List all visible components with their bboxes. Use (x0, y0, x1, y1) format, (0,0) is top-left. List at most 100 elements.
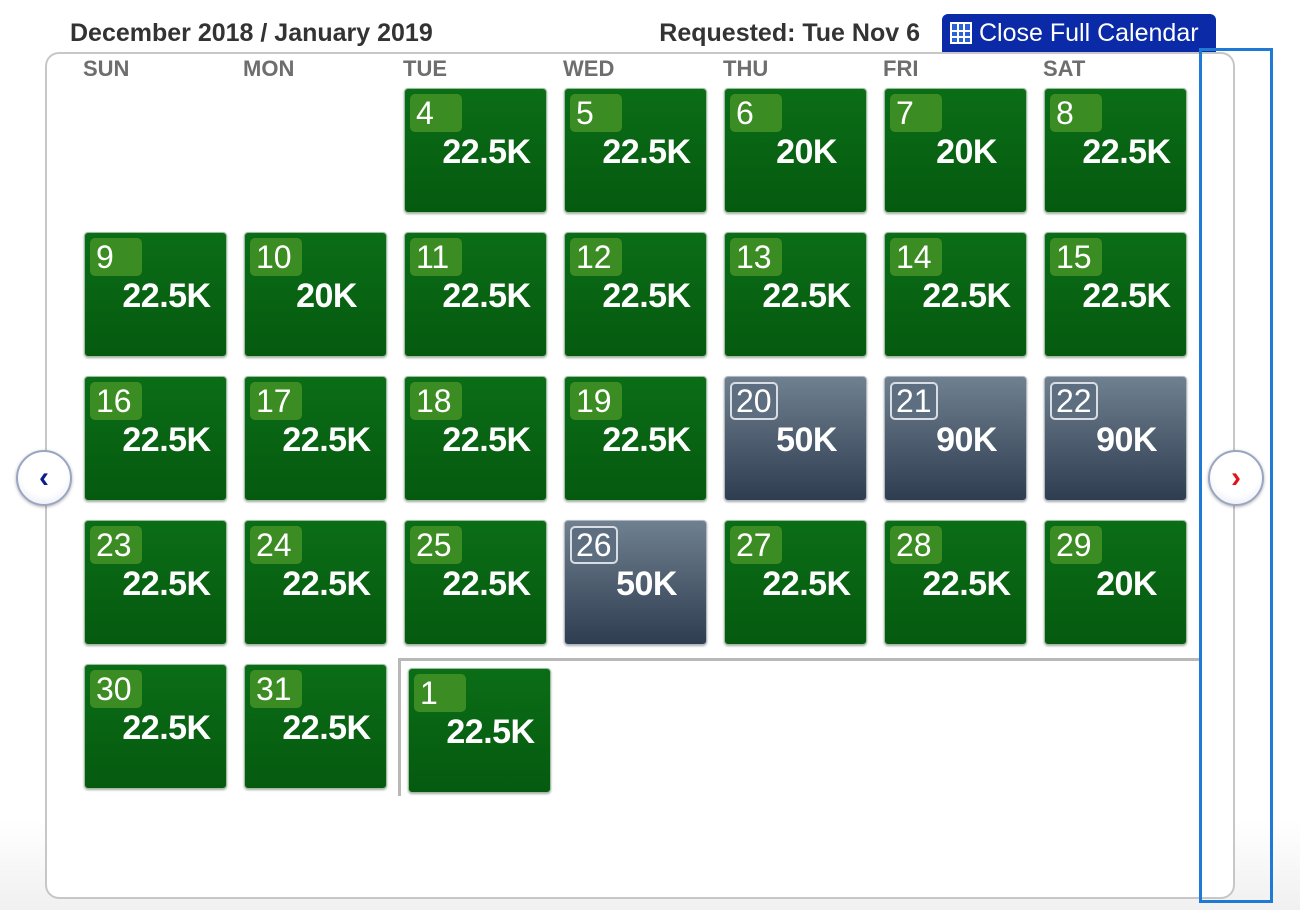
day-price: 22.5K (1082, 277, 1171, 315)
day-cell[interactable]: 24 22.5K (244, 520, 387, 645)
day-cell[interactable]: 25 22.5K (404, 520, 547, 645)
day-cell[interactable]: 8 22.5K (1044, 88, 1187, 213)
day-number: 10 (250, 238, 302, 276)
weekday-tue: TUE (403, 56, 447, 81)
day-number: 28 (890, 526, 942, 564)
day-price: 90K (936, 421, 997, 459)
day-number: 4 (410, 94, 462, 132)
day-cell[interactable]: 23 22.5K (84, 520, 227, 645)
day-number: 18 (410, 382, 462, 420)
day-cell[interactable]: 5 22.5K (564, 88, 707, 213)
previous-month-button[interactable]: ‹ (16, 450, 72, 506)
day-cell[interactable]: 27 22.5K (724, 520, 867, 645)
day-price: 20K (776, 133, 837, 171)
day-number: 14 (890, 238, 942, 276)
day-price: 22.5K (442, 565, 531, 603)
selection-highlight (1199, 48, 1273, 903)
day-number: 11 (410, 238, 462, 276)
day-cell[interactable]: 20 50K (724, 376, 867, 501)
day-price: 22.5K (442, 133, 531, 171)
day-price: 50K (776, 421, 837, 459)
day-cell[interactable]: 17 22.5K (244, 376, 387, 501)
day-price: 22.5K (122, 709, 211, 747)
day-cell[interactable]: 6 20K (724, 88, 867, 213)
day-number: 7 (890, 94, 942, 132)
next-month-button[interactable]: › (1208, 450, 1264, 506)
day-cell[interactable]: 28 22.5K (884, 520, 1027, 645)
day-cell[interactable]: 9 22.5K (84, 232, 227, 357)
day-number: 17 (250, 382, 302, 420)
close-full-calendar-button[interactable]: Close Full Calendar (942, 14, 1216, 52)
day-price: 22.5K (442, 277, 531, 315)
day-price: 90K (1096, 421, 1157, 459)
calendar-grid-icon (950, 22, 972, 44)
day-price: 22.5K (602, 277, 691, 315)
day-cell[interactable]: 12 22.5K (564, 232, 707, 357)
day-price: 22.5K (762, 277, 851, 315)
day-cell[interactable]: 31 22.5K (244, 664, 387, 789)
requested-date: Requested: Tue Nov 6 (659, 19, 920, 47)
day-price: 22.5K (282, 421, 371, 459)
weekday-mon: MON (243, 56, 295, 81)
month-divider (398, 658, 1200, 661)
day-price: 22.5K (602, 133, 691, 171)
day-number: 30 (90, 670, 142, 708)
day-number: 6 (730, 94, 782, 132)
weekday-wed: WED (563, 56, 615, 81)
day-cell[interactable]: 26 50K (564, 520, 707, 645)
day-price: 22.5K (1082, 133, 1171, 171)
day-number: 1 (414, 674, 466, 712)
day-price: 22.5K (922, 277, 1011, 315)
day-price: 22.5K (762, 565, 851, 603)
day-price: 22.5K (122, 421, 211, 459)
day-price: 20K (296, 277, 357, 315)
day-price: 22.5K (922, 565, 1011, 603)
day-number: 12 (570, 238, 622, 276)
day-price: 22.5K (602, 421, 691, 459)
day-cell[interactable]: 13 22.5K (724, 232, 867, 357)
day-cell[interactable]: 21 90K (884, 376, 1027, 501)
day-price: 22.5K (122, 277, 211, 315)
day-cell[interactable]: 16 22.5K (84, 376, 227, 501)
day-number: 27 (730, 526, 782, 564)
day-cell[interactable]: 1 22.5K (408, 668, 551, 793)
day-cell[interactable]: 4 22.5K (404, 88, 547, 213)
day-number: 22 (1050, 382, 1098, 420)
day-cell[interactable]: 18 22.5K (404, 376, 547, 501)
day-cell[interactable]: 29 20K (1044, 520, 1187, 645)
day-number: 21 (890, 382, 938, 420)
day-price: 22.5K (122, 565, 211, 603)
month-title: December 2018 / January 2019 (70, 19, 433, 47)
day-number: 13 (730, 238, 782, 276)
day-number: 15 (1050, 238, 1102, 276)
day-cell[interactable]: 19 22.5K (564, 376, 707, 501)
day-number: 20 (730, 382, 778, 420)
weekday-sun: SUN (83, 56, 130, 81)
day-cell[interactable]: 11 22.5K (404, 232, 547, 357)
weekday-sat: SAT (1043, 56, 1086, 81)
chevron-left-icon: ‹ (39, 461, 49, 494)
day-number: 19 (570, 382, 622, 420)
day-cell[interactable]: 14 22.5K (884, 232, 1027, 357)
chevron-right-icon: › (1231, 461, 1241, 494)
day-cell[interactable]: 10 20K (244, 232, 387, 357)
day-cell[interactable]: 30 22.5K (84, 664, 227, 789)
day-price: 20K (936, 133, 997, 171)
day-price: 22.5K (446, 713, 535, 751)
weekday-thu: THU (723, 56, 769, 81)
weekday-fri: FRI (883, 56, 919, 81)
day-number: 16 (90, 382, 142, 420)
day-cell[interactable]: 22 90K (1044, 376, 1187, 501)
day-price: 20K (1096, 565, 1157, 603)
day-cell[interactable]: 15 22.5K (1044, 232, 1187, 357)
day-number: 23 (90, 526, 142, 564)
day-number: 9 (90, 238, 142, 276)
day-number: 31 (250, 670, 302, 708)
day-price: 22.5K (282, 565, 371, 603)
day-price: 22.5K (282, 709, 371, 747)
day-number: 8 (1050, 94, 1102, 132)
day-number: 5 (570, 94, 622, 132)
day-number: 25 (410, 526, 462, 564)
close-full-calendar-label: Close Full Calendar (979, 18, 1199, 47)
day-cell[interactable]: 7 20K (884, 88, 1027, 213)
